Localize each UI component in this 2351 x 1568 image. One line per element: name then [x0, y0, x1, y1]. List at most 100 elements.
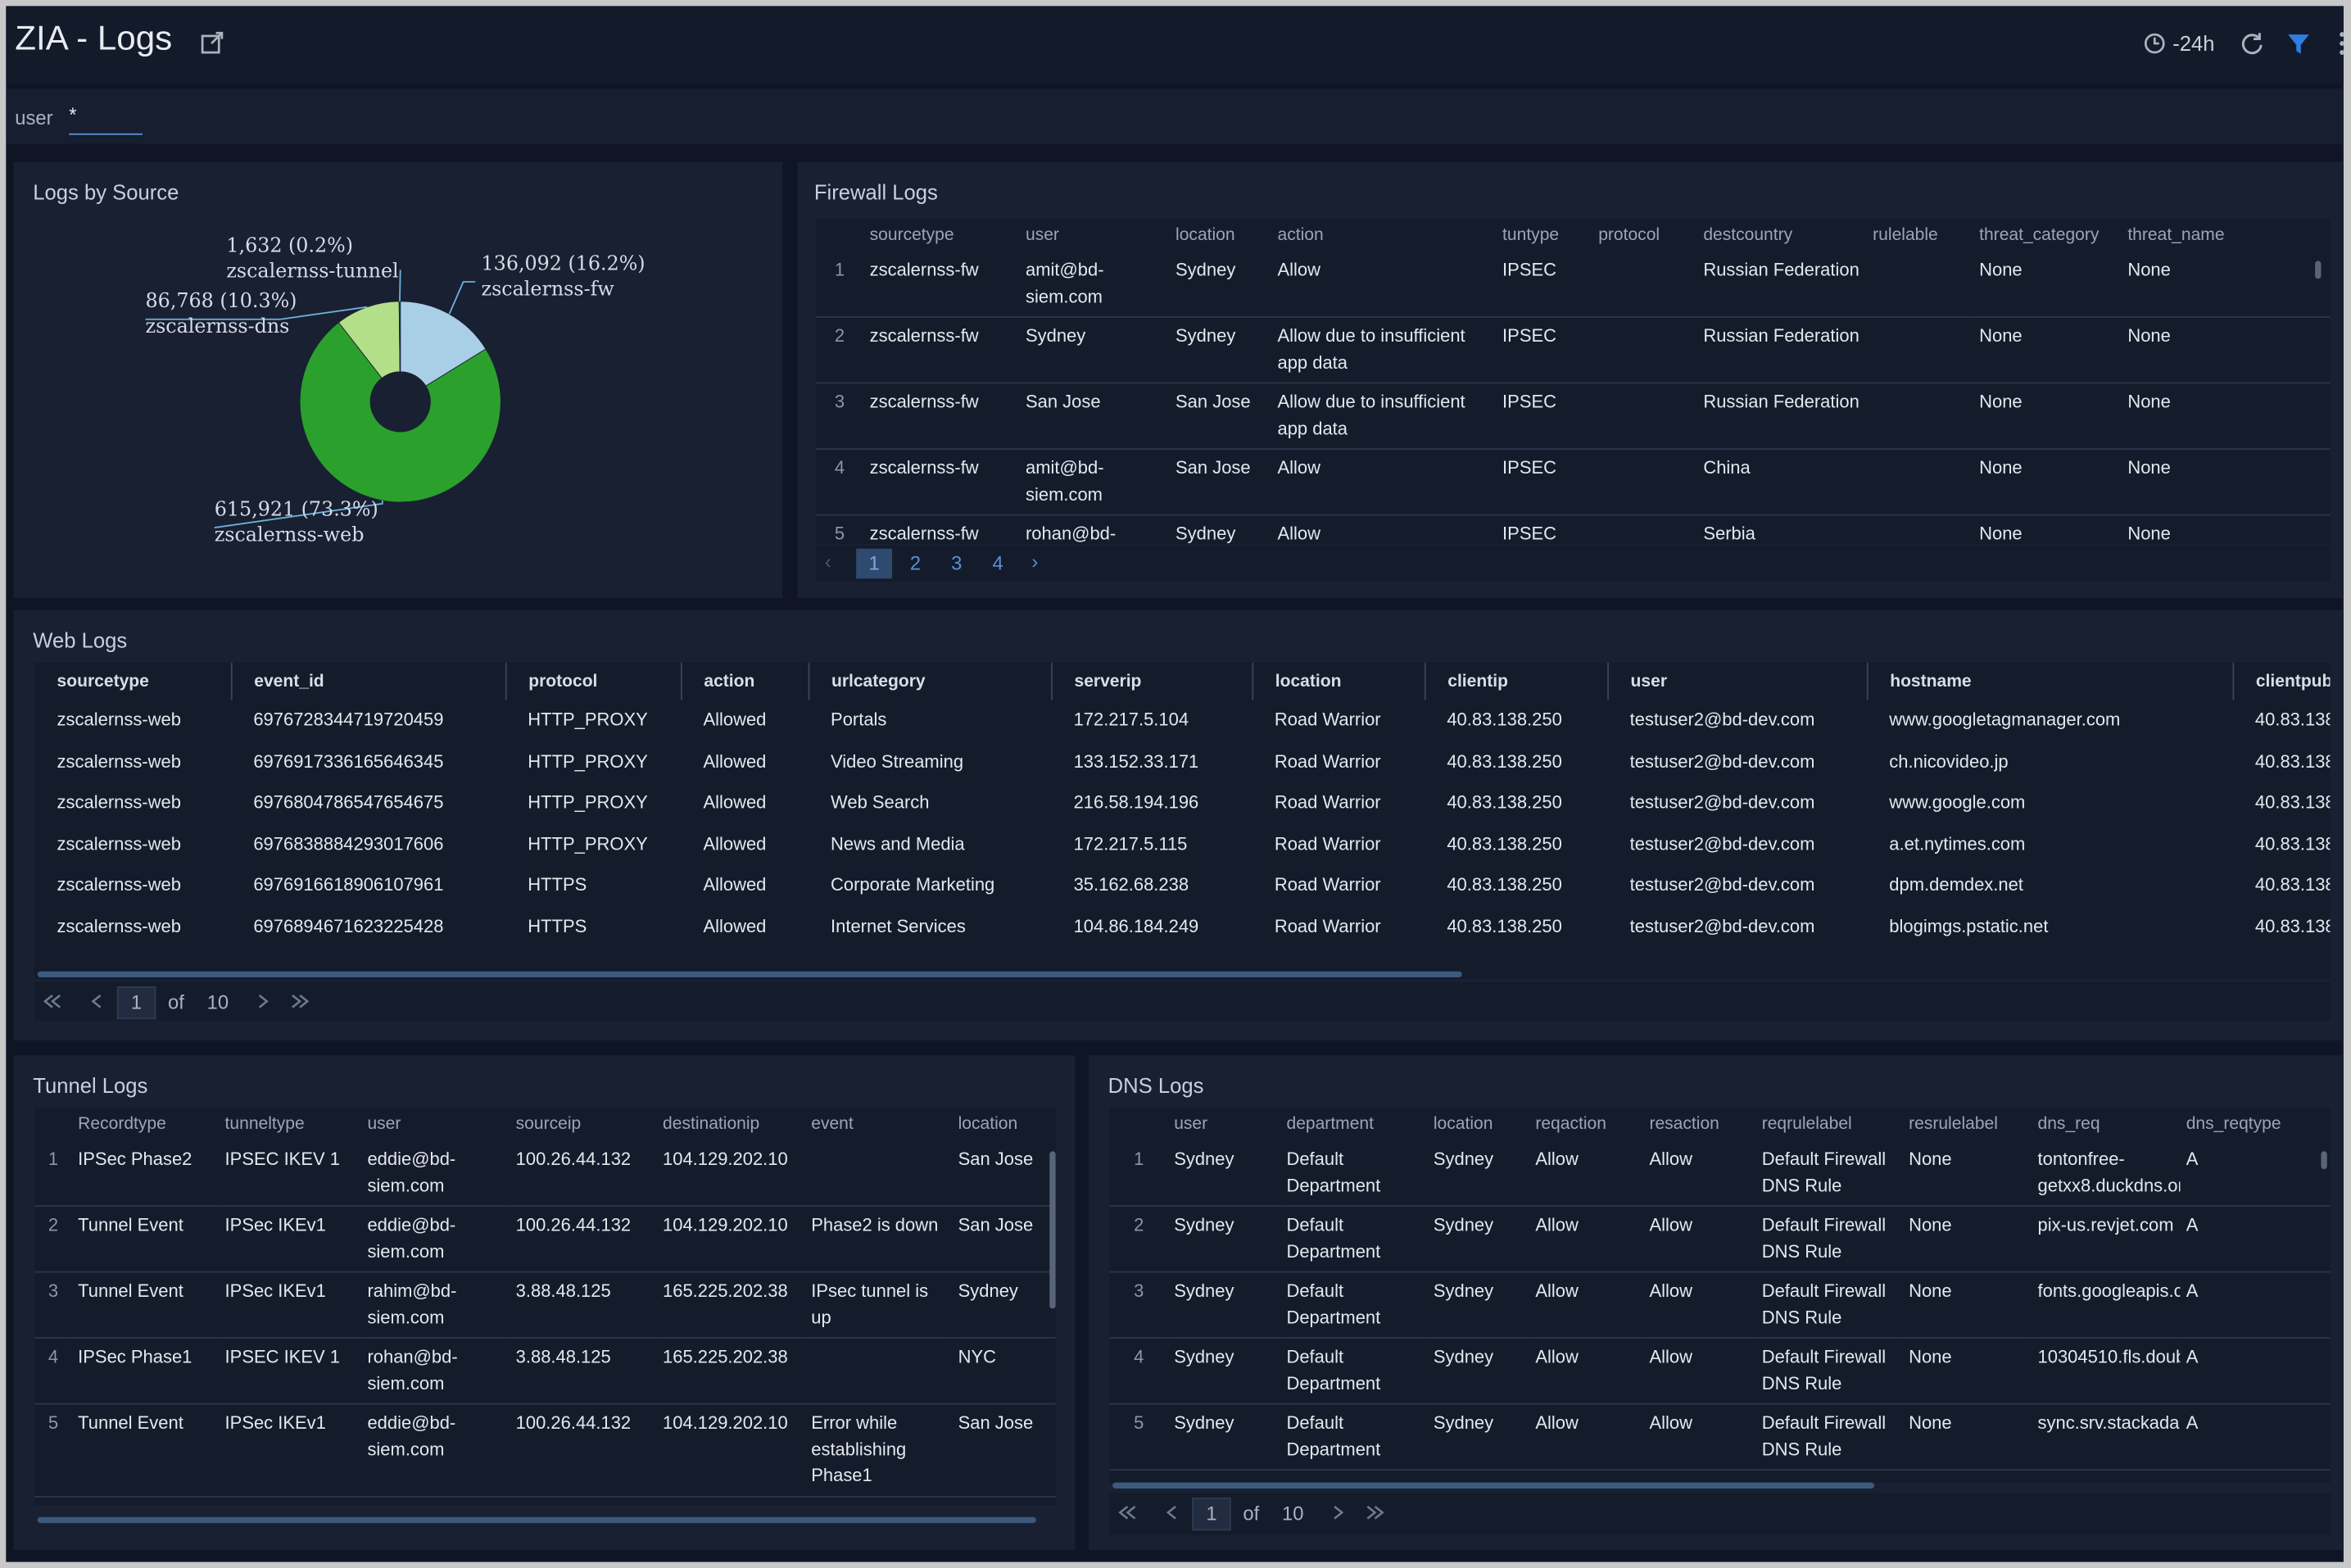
scrollbar[interactable] [1049, 1151, 1056, 1309]
scrollbar[interactable] [1112, 1482, 1874, 1489]
clock-icon[interactable] [2143, 31, 2167, 55]
dashboard-title: ZIA - Logs [15, 17, 173, 57]
column-header[interactable]: resaction [1649, 1115, 1719, 1134]
table-cell: IPSec IKEv1 [219, 1206, 362, 1273]
column-header[interactable]: protocol [1598, 226, 1660, 245]
table-cell [1866, 449, 1973, 516]
column-header[interactable]: location [958, 1115, 1018, 1134]
column-header[interactable]: reqaction [1535, 1115, 1606, 1134]
last-page[interactable] [289, 992, 310, 1010]
share-icon[interactable] [199, 30, 226, 57]
table-cell: None [1973, 449, 2122, 516]
filter-input[interactable]: * [69, 103, 143, 135]
first-page[interactable] [42, 992, 63, 1010]
column-header[interactable]: hostname [1866, 662, 2234, 700]
column-header[interactable]: location [1252, 662, 1425, 700]
column-header[interactable]: action [681, 662, 809, 700]
table-cell: zscalernss-fw [863, 514, 1020, 545]
table-cell [804, 1338, 953, 1405]
column-header[interactable]: reqrulelabel [1761, 1115, 1852, 1134]
column-header[interactable]: urlcategory [808, 662, 1053, 700]
column-header[interactable]: dns_reqtype [2186, 1115, 2281, 1134]
prev-page[interactable] [87, 992, 108, 1010]
table-head: sourcetype event_id protocol action urlcateg… [34, 662, 2331, 700]
column-header [816, 219, 864, 252]
table-cell: None [1902, 1403, 2032, 1471]
column-header[interactable]: tunneltype [224, 1115, 305, 1134]
page-button[interactable]: 3 [951, 551, 963, 574]
column-header[interactable]: action [1277, 226, 1324, 245]
table-cell: Sydney [1167, 1403, 1281, 1471]
table-cell: 6976894671623225428 [253, 915, 444, 936]
column-header[interactable]: threat_category [1979, 226, 2100, 245]
column-header[interactable]: event_id [230, 662, 506, 700]
table-cell: zscalernss-web [57, 791, 181, 813]
prev-page[interactable] [1162, 1503, 1184, 1521]
menu-icon[interactable] [2336, 30, 2349, 57]
icon-path [292, 994, 310, 1008]
scrollbar[interactable] [37, 971, 1462, 978]
scrollbar[interactable] [37, 1516, 1036, 1524]
table-cell: HTTPS [528, 873, 587, 895]
column-header[interactable]: destinationip [663, 1115, 760, 1134]
column-header[interactable]: user [1607, 662, 1868, 700]
table-cell: IPSEC [1496, 317, 1592, 384]
table-cell: Road Warrior [1274, 832, 1381, 854]
column-header[interactable]: sourceip [515, 1115, 582, 1134]
table-cell: Default Department [1280, 1206, 1428, 1273]
filter-icon[interactable] [2285, 30, 2312, 57]
column-header[interactable]: clientip [1424, 662, 1609, 700]
column-header[interactable]: threat_name [2127, 226, 2225, 245]
page-input[interactable]: 1 [116, 986, 156, 1020]
table-cell: zscalernss-fw [863, 449, 1020, 516]
column-header[interactable]: destcountry [1703, 226, 1793, 245]
column-header[interactable]: location [1433, 1115, 1493, 1134]
table-cell: 40.83.138.250 [2254, 709, 2331, 731]
table-cell: Error while establishing Phase1 [804, 1403, 953, 1498]
table-cell: None [2122, 383, 2331, 450]
column-header[interactable]: serverip [1051, 662, 1253, 700]
first-page[interactable] [1117, 1503, 1139, 1521]
column-header[interactable]: resrulelabel [1909, 1115, 1998, 1134]
next-page[interactable] [1327, 1503, 1348, 1521]
table-cell: IPSec Phase1 [71, 1338, 220, 1405]
page-button[interactable]: 2 [909, 551, 922, 574]
column-header[interactable]: department [1286, 1115, 1374, 1134]
column-header[interactable]: location [1176, 226, 1235, 245]
table-cell: San Jose [1019, 383, 1170, 450]
column-header[interactable]: user [367, 1115, 401, 1134]
column-header[interactable]: sourcetype [34, 662, 232, 700]
scrollbar[interactable] [2315, 261, 2322, 279]
table-cell: Allow [1271, 514, 1497, 545]
table-cell: 4 [815, 449, 864, 516]
table-cell: Web Search [831, 791, 930, 813]
refresh-icon[interactable] [2239, 30, 2266, 57]
column-header[interactable]: Recordtype [78, 1115, 166, 1134]
next-page[interactable] [252, 992, 274, 1010]
page-button[interactable]: 4 [992, 551, 1003, 574]
column-header[interactable]: tuntype [1502, 226, 1560, 245]
column-header[interactable]: dns_req [2037, 1115, 2100, 1134]
table-cell: A [2180, 1403, 2331, 1471]
last-page[interactable] [1365, 1503, 1386, 1521]
column-header[interactable]: rulelable [1873, 226, 1938, 245]
table-cell: Tunnel Event [71, 1403, 220, 1498]
column-header[interactable]: sourcetype [869, 226, 954, 245]
page-input[interactable]: 1 [1192, 1497, 1231, 1531]
column-header[interactable]: user [1025, 226, 1059, 245]
table-cell: 3.88.48.125 [510, 1338, 657, 1405]
table-cell: 133.152.33.171 [1073, 750, 1199, 772]
column-header[interactable]: event [811, 1115, 854, 1134]
table-row: zscalernss-web 6976728344719720459 HTTP_PR… [34, 700, 2331, 741]
column-header[interactable]: user [1174, 1115, 1208, 1134]
panel-title: Tunnel Logs [33, 1073, 148, 1098]
table-cell: 6976838884293017606 [253, 832, 444, 854]
scrollbar[interactable] [2321, 1151, 2327, 1170]
table-cell: fonts.googleapis.com [2032, 1271, 2181, 1339]
table-cell: Sydney [1427, 1140, 1530, 1207]
column-header[interactable]: clientpublicip [2232, 662, 2331, 700]
page-button[interactable]: 1 [856, 548, 893, 579]
table-cell: Tunnel Event [71, 1206, 220, 1273]
time-range[interactable]: -24h [2172, 31, 2215, 56]
column-header[interactable]: protocol [505, 662, 682, 700]
